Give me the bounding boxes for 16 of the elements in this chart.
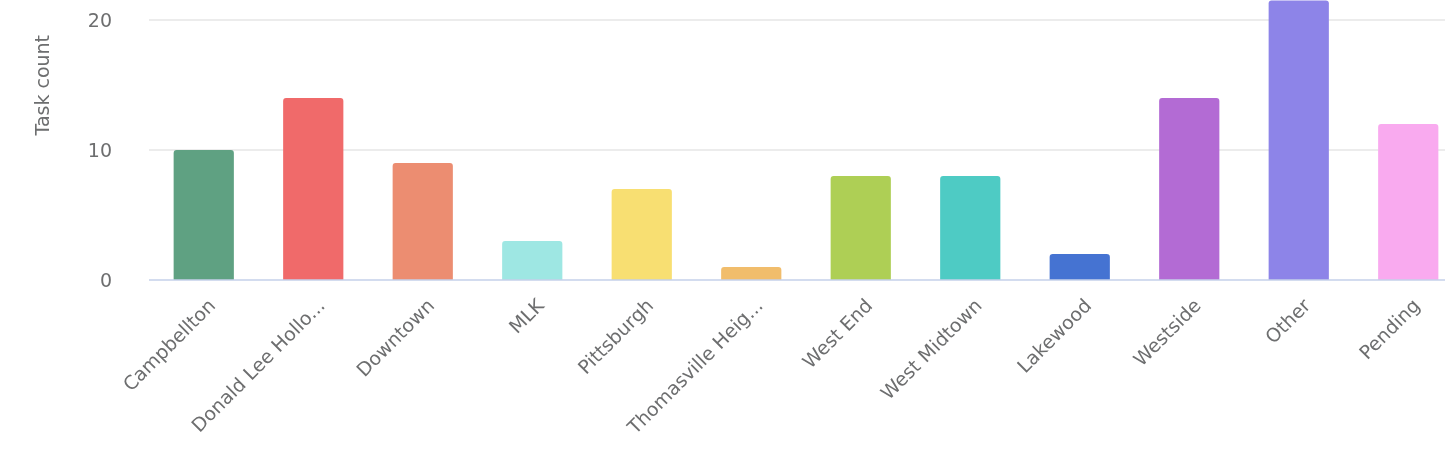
bar <box>1159 98 1220 280</box>
bar <box>1049 254 1110 280</box>
y-axis-title: Task count <box>30 34 53 137</box>
bar <box>940 176 1001 280</box>
bar <box>1268 0 1329 280</box>
y-tick-label: 20 <box>87 8 112 31</box>
bar <box>830 176 891 280</box>
bar <box>611 189 672 280</box>
bar <box>392 163 453 280</box>
y-tick-label: 10 <box>87 138 112 161</box>
bar <box>1378 124 1439 280</box>
y-tick-label: 0 <box>99 268 112 291</box>
bar <box>283 98 344 280</box>
bar <box>721 267 782 280</box>
bar <box>173 150 234 280</box>
bar <box>502 241 563 280</box>
